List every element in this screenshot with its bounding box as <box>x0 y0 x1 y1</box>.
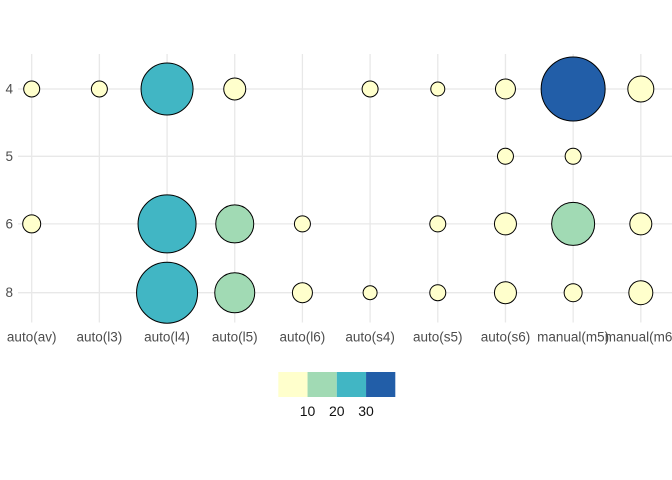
x-tick-label: auto(s6) <box>481 330 531 345</box>
bubble <box>23 80 41 98</box>
x-tick-label: auto(l6) <box>280 330 326 345</box>
x-tick-label: auto(av) <box>7 330 57 345</box>
bubble <box>564 147 582 165</box>
y-tick-label: 5 <box>5 149 13 164</box>
x-tick-label: auto(s5) <box>413 330 463 345</box>
bubble <box>362 285 378 301</box>
y-tick-label: 8 <box>5 285 13 300</box>
x-tick-label: manual(m5) <box>537 330 609 345</box>
bubble <box>494 78 516 100</box>
bubble <box>429 284 447 302</box>
bubble <box>137 194 197 254</box>
bubble <box>90 80 108 98</box>
bubble <box>629 212 653 236</box>
bubble <box>551 201 596 246</box>
x-tick-label: manual(m6) <box>605 330 672 345</box>
bubble <box>430 81 446 97</box>
bubble <box>429 215 447 233</box>
bubble <box>361 80 379 98</box>
bubble <box>215 204 255 244</box>
legend-swatch <box>307 372 337 397</box>
bubble <box>493 281 517 305</box>
bubble <box>628 280 654 306</box>
bubble <box>496 147 514 165</box>
legend-tick-label: 30 <box>358 403 374 419</box>
bubble <box>140 62 194 116</box>
x-tick-label: auto(l3) <box>76 330 122 345</box>
bubble <box>22 214 42 234</box>
y-tick-label: 4 <box>5 82 13 97</box>
y-tick-label: 6 <box>5 216 13 231</box>
bubble <box>214 272 256 314</box>
legend-swatch <box>278 372 308 397</box>
x-tick-label: auto(l4) <box>144 330 190 345</box>
x-tick-label: auto(l5) <box>212 330 258 345</box>
bubble <box>540 56 606 122</box>
bubble <box>563 283 583 303</box>
bubble <box>136 261 199 324</box>
bubble <box>493 212 517 236</box>
bubble <box>293 215 311 233</box>
legend-tick-label: 10 <box>300 403 316 419</box>
legend-tick-label: 20 <box>329 403 345 419</box>
bubble <box>627 75 655 103</box>
legend-swatch <box>336 372 367 397</box>
x-tick-label: auto(s4) <box>345 330 395 345</box>
legend-swatch <box>366 372 396 397</box>
bubble <box>291 282 313 304</box>
bubble <box>223 77 247 101</box>
